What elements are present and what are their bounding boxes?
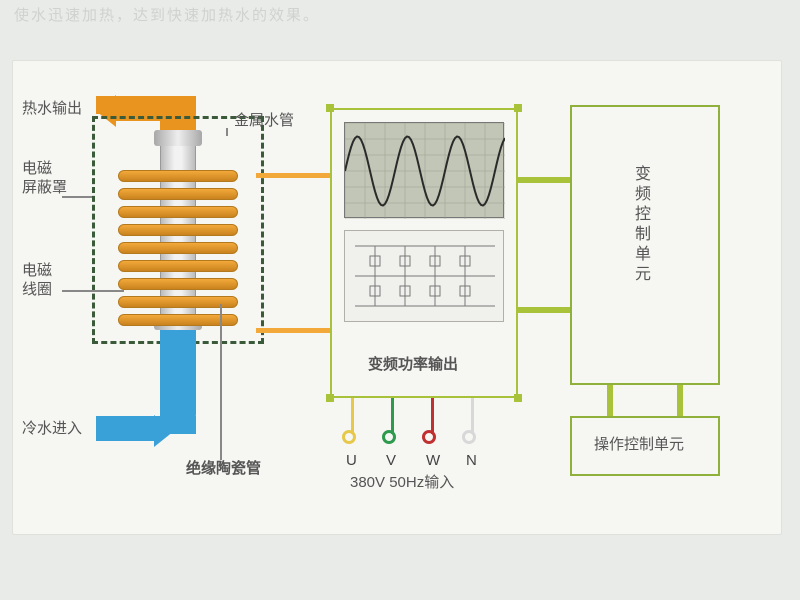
oscilloscope-panel bbox=[344, 122, 504, 218]
background-text: 使水迅速加热，达到快速加热水的效果。 bbox=[14, 4, 320, 25]
label-cold-in: 冷水进入 bbox=[22, 420, 82, 439]
label-input-spec: 380V 50Hz输入 bbox=[350, 474, 454, 493]
label-ceramic: 绝缘陶瓷管 bbox=[186, 460, 261, 479]
leader-metal-pipe bbox=[226, 128, 228, 136]
leader-shield bbox=[62, 196, 92, 198]
label-metal-pipe: 金属水管 bbox=[234, 112, 294, 131]
circuit-schematic-panel bbox=[344, 230, 504, 322]
label-vfd-control: 变 频 控 制 单 元 bbox=[635, 165, 651, 285]
label-op-control: 操作控制单元 bbox=[594, 436, 684, 455]
label-hot-out: 热水输出 bbox=[22, 100, 82, 119]
plug-label-V: V bbox=[386, 452, 396, 471]
leader-coil bbox=[62, 290, 124, 292]
pipe-fitting-top bbox=[154, 130, 202, 146]
cold-pipe-corner bbox=[160, 330, 196, 434]
label-vfd-output: 变频功率输出 bbox=[368, 356, 458, 375]
leader-ceramic bbox=[220, 304, 222, 460]
label-shield: 电磁 屏蔽罩 bbox=[22, 160, 67, 198]
plug-label-U: U bbox=[346, 452, 357, 471]
plug-label-W: W bbox=[426, 452, 440, 471]
label-coil: 电磁 线圈 bbox=[22, 262, 52, 300]
plug-label-N: N bbox=[466, 452, 477, 471]
